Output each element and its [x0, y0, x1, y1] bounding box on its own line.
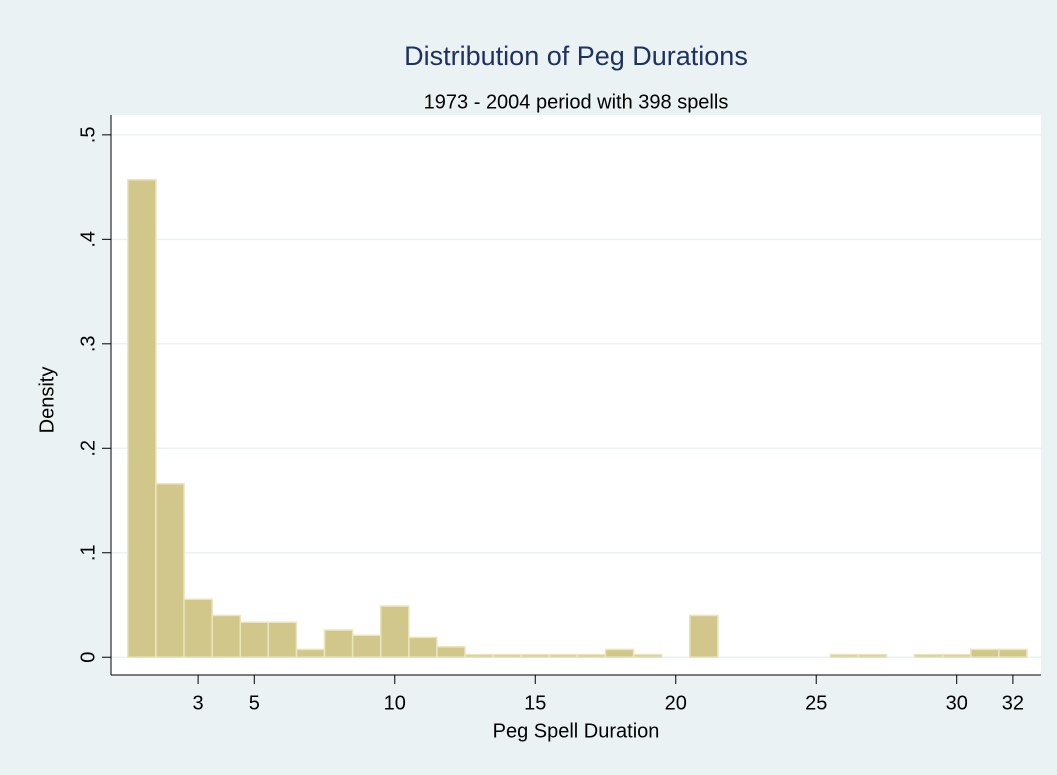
bar — [155, 483, 185, 658]
bar — [127, 179, 157, 658]
bar — [379, 605, 410, 658]
bar — [970, 648, 1000, 658]
y-tick-label: .1 — [77, 544, 99, 561]
chart-subtitle: 1973 - 2004 period with 398 spells — [424, 91, 729, 113]
y-axis-title: Density — [36, 367, 58, 434]
bar — [689, 614, 719, 658]
x-tick-label: 15 — [524, 692, 546, 714]
bar — [857, 653, 888, 658]
x-tick-label: 20 — [665, 692, 687, 714]
y-tick-label: .2 — [77, 440, 99, 457]
bar — [998, 648, 1028, 658]
bar — [829, 653, 860, 658]
bar — [604, 648, 635, 658]
x-axis-title: Peg Spell Duration — [493, 720, 660, 742]
bar — [239, 621, 270, 658]
y-tick-label: .4 — [77, 231, 99, 248]
y-tick-label: .3 — [77, 335, 99, 352]
bar — [576, 653, 607, 658]
bar — [351, 634, 382, 658]
bar — [323, 629, 354, 658]
plot-area — [111, 115, 1041, 675]
bar — [520, 653, 551, 658]
bar — [464, 653, 494, 658]
chart-title: Distribution of Peg Durations — [404, 41, 748, 71]
x-tick-label: 25 — [805, 692, 827, 714]
x-tick-label: 32 — [1002, 692, 1024, 714]
bar — [408, 636, 438, 658]
bar — [267, 621, 298, 658]
y-tick-label: .5 — [77, 127, 99, 144]
bar — [295, 648, 326, 658]
bar — [211, 614, 241, 658]
bar — [183, 598, 213, 658]
x-tick-label: 30 — [946, 692, 968, 714]
x-tick-label: 10 — [384, 692, 406, 714]
x-tick-label: 3 — [193, 692, 204, 714]
y-tick-label: 0 — [77, 652, 99, 663]
x-tick-label: 5 — [249, 692, 260, 714]
bar — [913, 653, 944, 658]
bar — [941, 653, 972, 658]
bar — [492, 653, 522, 658]
bar — [632, 653, 663, 658]
bar — [436, 646, 466, 658]
bar — [548, 653, 579, 658]
